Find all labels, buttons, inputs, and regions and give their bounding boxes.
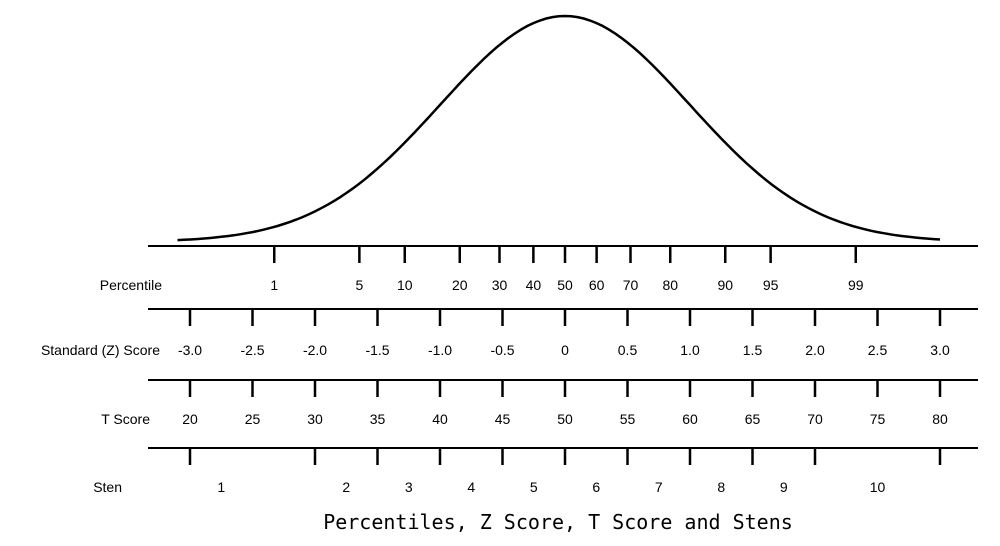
t-score-tick-label: 75 [870, 411, 886, 427]
t-score-tick-label: 50 [557, 411, 573, 427]
z-score-tick-label: -1.0 [428, 342, 452, 358]
sten-band-label: 8 [717, 479, 725, 495]
sten-band-label: 2 [342, 479, 350, 495]
z-score-tick-label: 1.0 [680, 342, 700, 358]
sten-row-label: Sten [93, 479, 122, 495]
z-score-tick-label: 3.0 [930, 342, 950, 358]
z-score-tick-label: 0 [561, 342, 569, 358]
sten-band-label: 3 [405, 479, 413, 495]
percentile-tick-label: 1 [270, 277, 278, 293]
t-score-row-label: T Score [101, 411, 150, 427]
sten-band-label: 9 [780, 479, 788, 495]
t-score-tick-label: 40 [432, 411, 448, 427]
figure-caption: Percentiles, Z Score, T Score and Stens [323, 510, 793, 534]
z-score-row-label: Standard (Z) Score [41, 342, 160, 358]
percentile-tick-label: 40 [526, 277, 542, 293]
sten-band-label: 4 [467, 479, 475, 495]
z-score-tick-label: -1.5 [365, 342, 389, 358]
percentile-tick-label: 30 [492, 277, 508, 293]
bell-curve [177, 14, 941, 242]
t-score-tick-label: 60 [682, 411, 698, 427]
z-score-tick-label: -3.0 [178, 342, 202, 358]
z-score-row: Standard (Z) Score -3.0 -2.5 -2.0 -1.5 -1.0 -0… [41, 308, 978, 358]
z-score-tick-label: 1.5 [743, 342, 763, 358]
percentile-tick-label: 99 [848, 277, 864, 293]
t-score-tick-label: 55 [620, 411, 636, 427]
t-score-tick-label: 65 [745, 411, 761, 427]
t-score-tick-label: 25 [245, 411, 261, 427]
t-score-tick-label: 70 [807, 411, 823, 427]
percentile-tick-label: 50 [557, 277, 573, 293]
percentile-tick-label: 95 [763, 277, 779, 293]
percentile-tick-label: 80 [662, 277, 678, 293]
sten-band-label: 6 [592, 479, 600, 495]
percentile-tick-label: 20 [452, 277, 468, 293]
z-score-tick-label: 0.5 [618, 342, 638, 358]
z-score-tick-label: -0.5 [490, 342, 514, 358]
z-score-tick-label: -2.0 [303, 342, 327, 358]
t-score-tick-label: 30 [307, 411, 323, 427]
percentile-tick-label: 5 [355, 277, 363, 293]
z-score-tick-label: -2.5 [240, 342, 264, 358]
percentile-row-label: Percentile [100, 277, 162, 293]
t-score-tick-label: 35 [370, 411, 386, 427]
sten-band-label: 7 [655, 479, 663, 495]
z-score-tick-label: 2.5 [868, 342, 888, 358]
percentile-tick-label: 70 [623, 277, 639, 293]
sten-band-label: 10 [870, 479, 886, 495]
t-score-tick-label: 45 [495, 411, 511, 427]
sten-band-label: 1 [217, 479, 225, 495]
percentile-tick-label: 60 [589, 277, 605, 293]
percentile-row: Percentile 1 5 10 20 30 40 50 60 70 80 90 95 99 [100, 245, 978, 293]
sten-band-label: 5 [530, 479, 538, 495]
t-score-row: T Score 20 25 30 35 40 45 50 55 60 65 70 75 80 [101, 379, 978, 427]
t-score-tick-label: 80 [932, 411, 948, 427]
percentile-tick-label: 10 [397, 277, 413, 293]
z-score-tick-label: 2.0 [805, 342, 825, 358]
t-score-tick-label: 20 [182, 411, 198, 427]
percentile-tick-label: 90 [717, 277, 733, 293]
sten-row: Sten 1 2 3 4 5 6 7 8 9 10 [93, 447, 978, 495]
